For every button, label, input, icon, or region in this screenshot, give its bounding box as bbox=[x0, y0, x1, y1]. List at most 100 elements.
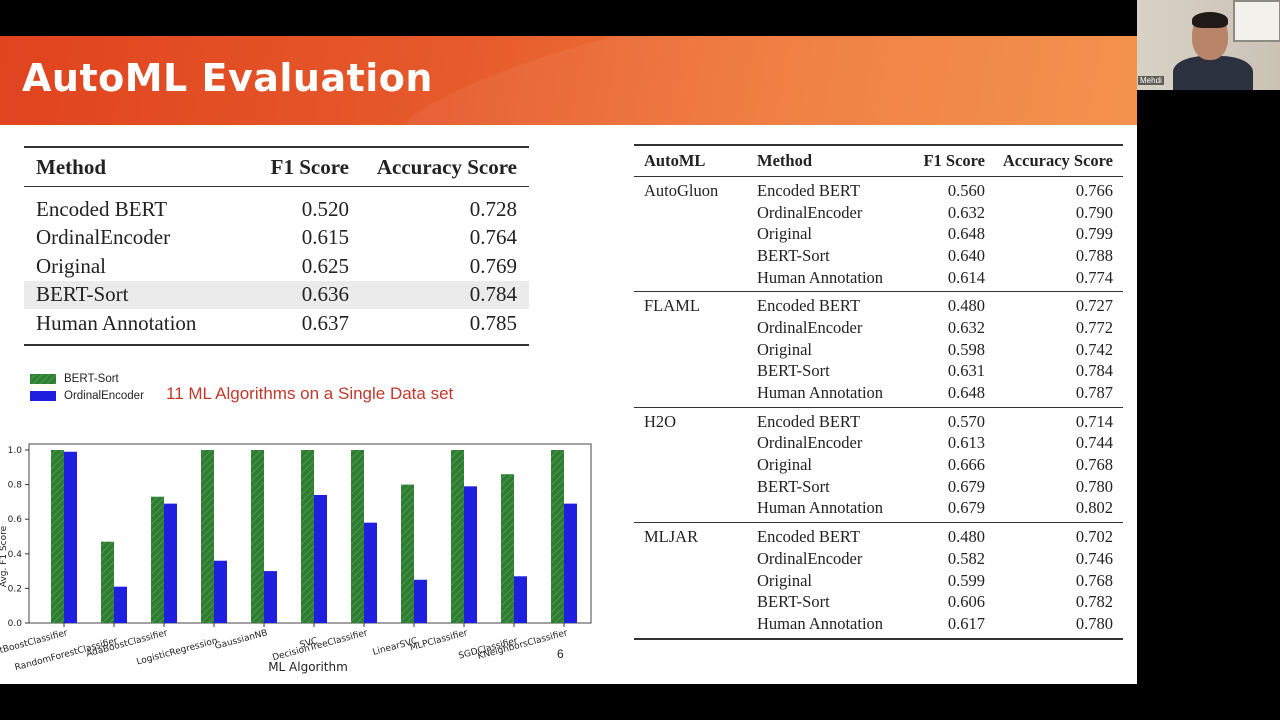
header-cell: Accuracy Score bbox=[1002, 151, 1113, 170]
slide-number: 6 bbox=[557, 647, 564, 661]
bar-ordinalencoder bbox=[514, 576, 527, 623]
cell-accuracy: 0.774 bbox=[1075, 267, 1113, 287]
bar-ordinalencoder bbox=[264, 571, 277, 623]
slide-title: AutoML Evaluation bbox=[22, 56, 433, 100]
bar-bert-sort bbox=[101, 541, 114, 623]
cell-f1: 0.480 bbox=[947, 527, 985, 547]
cell-method: Original bbox=[757, 339, 812, 359]
cell-method: Encoded BERT bbox=[757, 296, 861, 316]
cell-method: BERT-Sort bbox=[757, 592, 830, 612]
cell-method: Encoded BERT bbox=[757, 527, 861, 547]
table-header-row: AutoML Method F1 Score Accuracy Score bbox=[634, 146, 1123, 176]
header-accuracy: Accuracy Score bbox=[376, 154, 517, 179]
table-row-highlighted: BERT-Sort 0.636 0.784 bbox=[24, 280, 529, 309]
table-row: OrdinalEncoder 0.632 0.790 bbox=[634, 202, 1123, 224]
cell-method: Human Annotation bbox=[757, 267, 884, 287]
table-rule bbox=[634, 291, 1123, 293]
cell-accuracy: 0.782 bbox=[1075, 592, 1113, 612]
bar-ordinalencoder bbox=[464, 486, 477, 623]
cell-method: OrdinalEncoder bbox=[757, 317, 863, 337]
cell-accuracy: 0.769 bbox=[469, 253, 517, 278]
legend-swatch-bert-sort bbox=[30, 373, 56, 384]
title-banner: AutoML Evaluation bbox=[0, 36, 1137, 258]
table-rule bbox=[634, 522, 1123, 524]
cell-accuracy: 0.787 bbox=[1075, 383, 1113, 403]
bar-bert-sort bbox=[351, 450, 364, 623]
header-cell: Method bbox=[757, 151, 812, 170]
table-row: Encoded BERT 0.520 0.728 bbox=[24, 195, 529, 224]
table-group: FLAML Encoded BERT 0.480 0.727 OrdinalEncode… bbox=[634, 292, 1123, 406]
table-row: AutoGluon Encoded BERT 0.560 0.766 bbox=[634, 180, 1123, 202]
presenter-body bbox=[1173, 56, 1253, 90]
automl-table: AutoML Method F1 Score Accuracy Score AutoGl… bbox=[634, 144, 1123, 640]
y-axis-label: Avg. F1 Score bbox=[0, 525, 9, 587]
cell-f1: 0.679 bbox=[947, 498, 985, 518]
y-tick-label: 0.2 bbox=[8, 584, 22, 594]
bar-bert-sort bbox=[151, 496, 164, 623]
y-tick-label: 0.0 bbox=[8, 619, 23, 629]
cell-f1: 0.617 bbox=[947, 613, 985, 633]
cell-accuracy: 0.768 bbox=[1075, 570, 1113, 590]
header-cell: F1 Score bbox=[923, 151, 985, 170]
cell-f1: 0.560 bbox=[947, 180, 985, 200]
bar-bert-sort bbox=[51, 450, 64, 623]
x-tick-label: GaussianNB bbox=[214, 628, 269, 652]
cell-accuracy: 0.764 bbox=[469, 225, 517, 250]
table-row: Human Annotation 0.679 0.802 bbox=[634, 498, 1123, 520]
cell-method: Original bbox=[757, 224, 812, 244]
table-row: Human Annotation 0.648 0.787 bbox=[634, 382, 1123, 404]
cell-f1: 0.631 bbox=[947, 361, 985, 381]
legend-label: OrdinalEncoder bbox=[64, 389, 144, 402]
cell-f1: 0.570 bbox=[947, 411, 985, 431]
webcam-picture-frame bbox=[1233, 0, 1280, 42]
bar-ordinalencoder bbox=[164, 503, 177, 623]
table-group: AutoGluon Encoded BERT 0.560 0.766 OrdinalEn… bbox=[634, 177, 1123, 291]
bar-bert-sort bbox=[301, 450, 314, 623]
cell-method: Human Annotation bbox=[757, 383, 884, 403]
bar-bert-sort bbox=[501, 474, 514, 623]
webcam-thumbnail[interactable]: Mehdi bbox=[1137, 0, 1280, 90]
cell-method: Original bbox=[36, 253, 106, 278]
cell-method: BERT-Sort bbox=[36, 282, 129, 307]
table-row: BERT-Sort 0.640 0.788 bbox=[634, 245, 1123, 267]
table-row: OrdinalEncoder 0.613 0.744 bbox=[634, 433, 1123, 455]
table-rule bbox=[24, 343, 529, 346]
cell-f1: 0.640 bbox=[947, 245, 985, 265]
summary-table: Method F1 Score Accuracy Score Encoded B… bbox=[24, 146, 529, 346]
cell-method: BERT-Sort bbox=[757, 245, 830, 265]
bar-bert-sort bbox=[201, 450, 214, 623]
cell-f1: 0.480 bbox=[947, 296, 985, 316]
cell-method: OrdinalEncoder bbox=[757, 202, 863, 222]
table-row: OrdinalEncoder 0.632 0.772 bbox=[634, 317, 1123, 339]
cell-method: Encoded BERT bbox=[36, 196, 168, 221]
table-row: Human Annotation 0.614 0.774 bbox=[634, 267, 1123, 289]
slide: AutoML Evaluation Method F1 Score Accura… bbox=[0, 36, 1137, 684]
cell-accuracy: 0.790 bbox=[1075, 202, 1113, 222]
cell-accuracy: 0.784 bbox=[1075, 361, 1113, 381]
table-group: MLJAR Encoded BERT 0.480 0.702 OrdinalEncode… bbox=[634, 523, 1123, 637]
cell-accuracy: 0.714 bbox=[1075, 411, 1113, 431]
table-rule bbox=[634, 176, 1123, 177]
table-row: Original 0.598 0.742 bbox=[634, 339, 1123, 361]
cell-method: OrdinalEncoder bbox=[36, 225, 171, 250]
cell-method: Original bbox=[757, 570, 812, 590]
bar-ordinalencoder bbox=[364, 522, 377, 623]
table-row: Human Annotation 0.617 0.780 bbox=[634, 613, 1123, 635]
table-row: Human Annotation 0.637 0.785 bbox=[24, 309, 529, 338]
cell-method: Human Annotation bbox=[757, 498, 884, 518]
bar-ordinalencoder bbox=[114, 586, 127, 623]
cell-f1: 0.648 bbox=[947, 224, 985, 244]
cell-f1: 0.636 bbox=[301, 282, 349, 307]
table-rule bbox=[24, 146, 529, 148]
header-f1: F1 Score bbox=[270, 154, 349, 179]
table-row: BERT-Sort 0.606 0.782 bbox=[634, 591, 1123, 613]
presenter-hair bbox=[1192, 12, 1228, 28]
table-group: H2O Encoded BERT 0.570 0.714 OrdinalEncoder 0… bbox=[634, 408, 1123, 522]
bar-ordinalencoder bbox=[214, 560, 227, 623]
y-tick-label: 0.8 bbox=[8, 481, 23, 491]
bar-ordinalencoder bbox=[314, 494, 327, 623]
cell-method: OrdinalEncoder bbox=[757, 548, 863, 568]
bar-ordinalencoder bbox=[414, 579, 427, 623]
table-row: MLJAR Encoded BERT 0.480 0.702 bbox=[634, 526, 1123, 548]
table-rule bbox=[634, 406, 1123, 408]
